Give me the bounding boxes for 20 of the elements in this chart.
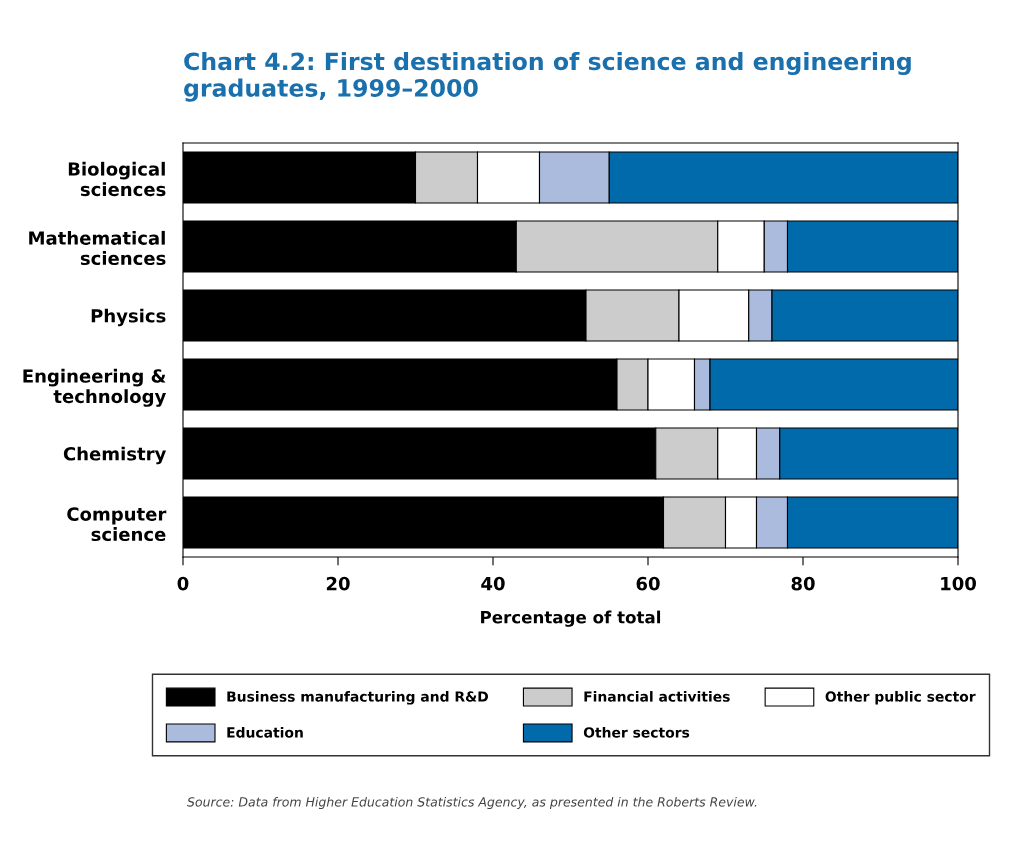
x-tick-label: 0 <box>177 576 189 591</box>
x-tick-label: 100 <box>941 576 976 591</box>
legend-label: Other public sector <box>825 691 976 705</box>
y-tick-label: Engineering & technology <box>23 368 167 407</box>
legend-label: Education <box>227 726 303 738</box>
y-tick-label: Physics <box>91 308 166 327</box>
legend-label: Other sectors <box>583 726 690 738</box>
x-tick-label: 60 <box>636 576 660 591</box>
source-note: Source: Data from Higher Education Statistics Agency, as presented in the Roberts Review. <box>187 796 757 810</box>
y-tick-label: Mathematical sciences <box>29 230 166 266</box>
x-tick-label: 20 <box>326 576 350 591</box>
legend-label: Business manufacturing and R&D <box>227 691 488 705</box>
legend-label: Financial activities <box>584 691 730 702</box>
y-tick-label: Biological sciences <box>68 161 166 197</box>
y-tick-label: Computer science <box>67 507 167 542</box>
y-tick-label: Chemistry <box>63 446 167 465</box>
x-tick-label: 80 <box>791 576 815 591</box>
chart-title: Chart 4.2: First destination of science and engineering graduates, 1999–2000 <box>184 52 911 102</box>
x-axis-title: Percentage of total <box>481 610 661 627</box>
x-tick-label: 40 <box>481 576 505 591</box>
